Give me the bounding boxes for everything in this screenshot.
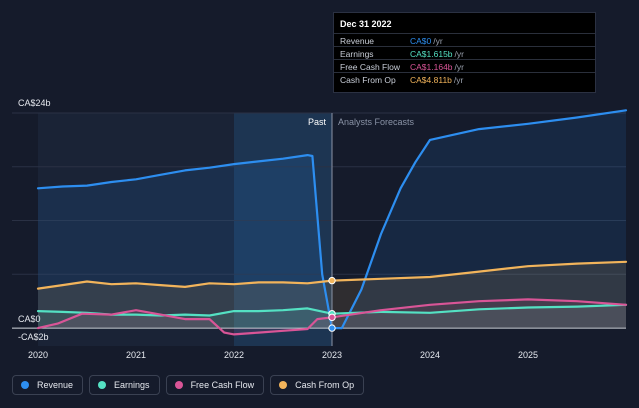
y-axis-top-label: CA$24b	[18, 98, 51, 108]
analysts-forecasts-label: Analysts Forecasts	[338, 117, 415, 127]
area-free-cash-flow	[38, 299, 626, 335]
tooltip-row-cash-from-op: Cash From Op CA$4.811b/yr	[334, 72, 595, 85]
tooltip-row-free-cash-flow: Free Cash Flow CA$1.164b/yr	[334, 59, 595, 72]
past-label: Past	[308, 117, 327, 127]
tooltip-row-earnings: Earnings CA$1.615b/yr	[334, 46, 595, 59]
data-tooltip: Dec 31 2022 Revenue CA$0/yr Earnings CA$…	[333, 12, 596, 93]
legend-label: Free Cash Flow	[190, 380, 255, 390]
x-axis-ticks: 2020 2021 2022 2023 2024 2025	[28, 350, 538, 360]
y-axis-bottom-label: -CA$2b	[18, 332, 49, 342]
tooltip-row-revenue: Revenue CA$0/yr	[334, 33, 595, 46]
x-tick-label: 2021	[126, 350, 146, 360]
legend-label: Earnings	[114, 380, 150, 390]
x-tick-label: 2022	[224, 350, 244, 360]
series-lines	[36, 109, 628, 336]
legend-label: Revenue	[37, 380, 74, 390]
legend-dot-icon	[98, 381, 107, 389]
tooltip-label: Revenue	[340, 36, 375, 46]
legend-label: Cash From Op	[295, 380, 355, 390]
highlight-region-background	[234, 113, 332, 346]
tooltip-value: CA$1.164b/yr	[410, 62, 464, 72]
tooltip-value: CA$4.811b/yr	[410, 75, 464, 85]
series-markers	[328, 276, 336, 332]
legend-dot-icon	[174, 381, 183, 389]
gridlines	[12, 112, 626, 329]
chart-legend: Revenue Earnings Free Cash Flow Cash Fro…	[12, 375, 365, 397]
legend-item-free-cash-flow[interactable]: Free Cash Flow	[165, 375, 265, 395]
legend-dot-icon	[21, 381, 29, 389]
legend-item-earnings[interactable]: Earnings	[89, 375, 160, 395]
financial-line-chart: Past Analysts Forecasts CA$24b CA$0 -CA$…	[12, 98, 628, 360]
tooltip-label: Free Cash Flow	[340, 62, 400, 72]
tooltip-label: Cash From Op	[340, 75, 396, 85]
area-revenue	[38, 110, 626, 329]
marker-cash-from-op	[328, 276, 336, 285]
x-tick-label: 2023	[322, 350, 342, 360]
legend-item-cash-from-op[interactable]: Cash From Op	[270, 375, 365, 395]
marker-revenue	[328, 324, 336, 332]
series-areas	[38, 110, 626, 335]
legend-dot-icon	[279, 381, 288, 389]
marker-free-cash-flow	[328, 313, 336, 322]
line-free-cash-flow	[36, 298, 628, 336]
line-revenue	[36, 109, 628, 330]
legend-item-revenue[interactable]: Revenue	[12, 375, 84, 395]
tooltip-value: CA$1.615b/yr	[410, 49, 464, 59]
line-cash-from-op	[36, 260, 628, 290]
tooltip-label: Earnings	[340, 49, 374, 59]
x-tick-label: 2020	[28, 350, 48, 360]
x-tick-label: 2025	[518, 350, 538, 360]
tooltip-date: Dec 31 2022	[340, 19, 392, 29]
x-tick-label: 2024	[420, 350, 440, 360]
tooltip-value: CA$0/yr	[410, 36, 443, 46]
y-axis-zero-label: CA$0	[18, 314, 41, 324]
